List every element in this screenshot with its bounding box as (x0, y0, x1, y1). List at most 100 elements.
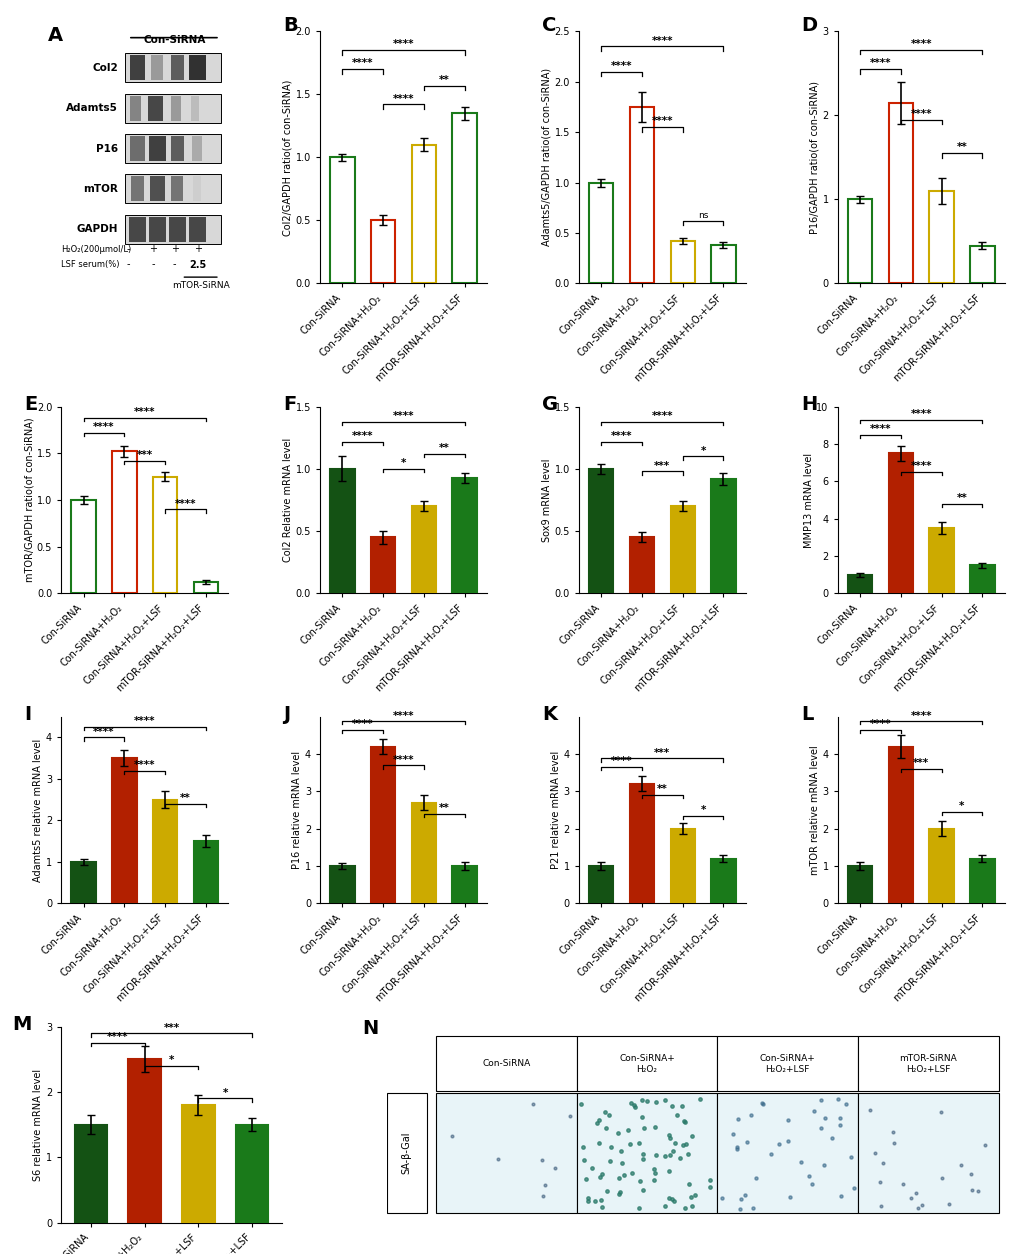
Bar (969, 859, 994, 903)
Point (676, 1111, 692, 1131)
Point (842, 1147, 858, 1167)
Text: ****: **** (910, 109, 931, 119)
Text: mTOR-SiRNA: mTOR-SiRNA (171, 281, 229, 291)
Bar (193, 177, 202, 202)
Bar (452, 867, 476, 903)
Bar (182, 1105, 214, 1223)
Bar (170, 55, 183, 80)
Point (535, 1186, 551, 1206)
Point (894, 1174, 910, 1194)
Text: ****: **** (352, 59, 373, 69)
Point (770, 1134, 787, 1154)
Y-axis label: MMP13 mRNA level: MMP13 mRNA level (803, 453, 813, 548)
Text: ***: *** (137, 450, 153, 460)
Point (630, 1199, 646, 1219)
Text: ****: **** (869, 424, 891, 434)
Point (624, 1162, 640, 1183)
Point (754, 1093, 770, 1114)
Point (656, 1146, 673, 1166)
Bar (124, 134, 220, 163)
Point (633, 1090, 649, 1110)
Text: +: + (149, 245, 157, 255)
Point (576, 1150, 592, 1170)
Y-axis label: P21 relative mRNA level: P21 relative mRNA level (550, 751, 560, 869)
Point (874, 1152, 891, 1172)
Point (580, 1191, 596, 1211)
Point (634, 1180, 650, 1200)
Point (635, 1144, 651, 1164)
Bar (857, 1036, 998, 1091)
Point (800, 1166, 816, 1186)
Bar (928, 528, 953, 593)
Bar (928, 829, 953, 903)
Point (829, 1088, 846, 1109)
Bar (669, 829, 694, 903)
Point (871, 1172, 888, 1193)
Point (823, 1127, 840, 1147)
Point (661, 1145, 678, 1165)
Y-axis label: P16/GAPDH ratio(of con-SiRNA): P16/GAPDH ratio(of con-SiRNA) (809, 82, 819, 234)
Point (621, 1134, 637, 1154)
Point (600, 1105, 616, 1125)
Text: **: ** (438, 444, 449, 454)
Text: *: * (700, 805, 705, 815)
Bar (716, 1036, 857, 1091)
Point (634, 1149, 650, 1169)
Bar (194, 582, 218, 593)
Bar (189, 55, 206, 80)
Text: M: M (12, 1014, 32, 1033)
Text: ***: *** (653, 460, 669, 470)
Text: Con-SiRNA+
H₂O₂+LSF: Con-SiRNA+ H₂O₂+LSF (759, 1055, 815, 1073)
Text: **: ** (956, 493, 966, 503)
Point (665, 1132, 682, 1152)
Text: **: ** (956, 143, 966, 153)
Text: J: J (283, 706, 290, 725)
Text: P16: P16 (96, 143, 118, 153)
Bar (847, 199, 871, 283)
Point (812, 1090, 828, 1110)
Text: ****: **** (910, 711, 931, 721)
Text: ****: **** (392, 39, 414, 49)
Bar (112, 759, 137, 903)
Point (583, 1157, 599, 1178)
Bar (436, 1036, 576, 1091)
Point (646, 1162, 662, 1183)
Y-axis label: Col2 Relative mRNA level: Col2 Relative mRNA level (282, 438, 292, 562)
Text: ****: **** (910, 39, 931, 49)
Bar (129, 95, 142, 120)
Bar (151, 55, 163, 80)
Text: Con-SiRNA: Con-SiRNA (144, 35, 206, 45)
Bar (589, 469, 612, 593)
Point (489, 1149, 505, 1169)
Point (738, 1132, 754, 1152)
Bar (236, 1125, 268, 1223)
Bar (171, 177, 183, 202)
Bar (330, 158, 355, 283)
Point (626, 1097, 642, 1117)
Text: **: ** (656, 785, 667, 795)
Point (611, 1181, 628, 1201)
Point (662, 1189, 679, 1209)
Bar (124, 214, 220, 243)
Bar (112, 451, 137, 593)
Bar (716, 1093, 857, 1213)
Point (792, 1152, 808, 1172)
Text: -: - (151, 260, 155, 270)
Point (782, 1186, 798, 1206)
Point (619, 1120, 635, 1140)
Text: Col2: Col2 (92, 63, 118, 73)
Text: Adamts5: Adamts5 (66, 103, 118, 113)
Point (630, 1134, 646, 1154)
Point (613, 1152, 630, 1172)
Bar (124, 174, 220, 203)
Point (886, 1132, 902, 1152)
Y-axis label: P16 relative mRNA level: P16 relative mRNA level (291, 751, 302, 869)
Point (683, 1196, 699, 1216)
Bar (412, 803, 436, 903)
Point (593, 1164, 609, 1184)
Text: ****: **** (392, 94, 414, 104)
Text: -: - (126, 260, 129, 270)
Point (665, 1191, 682, 1211)
Bar (129, 137, 145, 161)
Text: L: L (800, 706, 812, 725)
